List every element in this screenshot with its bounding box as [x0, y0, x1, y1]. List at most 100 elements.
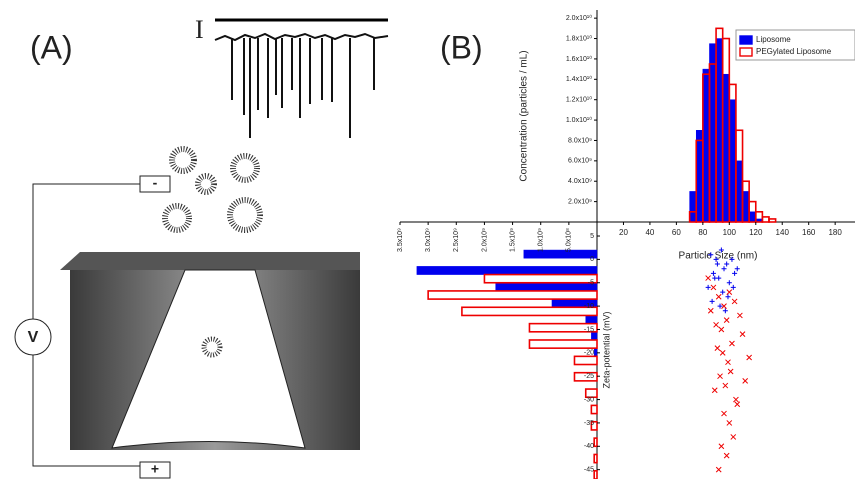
y-tick-label: -40	[584, 443, 594, 450]
point	[732, 270, 738, 276]
point	[712, 275, 718, 281]
y-tick-label: -20	[584, 350, 594, 357]
bar	[748, 211, 757, 223]
point	[737, 312, 743, 319]
x-tick-label: 3.0x10⁹	[425, 228, 432, 252]
bar	[573, 371, 598, 382]
x-tick-label: 60	[672, 228, 681, 237]
bar	[593, 453, 598, 464]
bar	[735, 160, 743, 223]
point	[742, 378, 749, 384]
y-tick-label: 1.2x10¹⁰	[566, 96, 592, 104]
point	[718, 443, 725, 450]
y-axis-title: Zeta-potential (mV)	[601, 311, 611, 388]
x-tick-label: 2.5x10⁹	[453, 228, 460, 252]
bar	[761, 216, 770, 223]
point	[725, 294, 731, 300]
nanopore	[111, 269, 306, 449]
legend-label: PEGylated Liposome	[756, 47, 832, 56]
y-tick-label: 8.0x10⁹	[568, 137, 592, 144]
point	[715, 466, 722, 473]
point	[709, 298, 715, 304]
legend-swatch	[739, 35, 753, 45]
membrane-top	[60, 252, 360, 270]
point	[711, 387, 718, 394]
point	[718, 326, 725, 333]
point	[721, 266, 727, 272]
bar	[689, 191, 697, 223]
bar	[709, 43, 717, 223]
x-tick-label: 40	[645, 228, 654, 237]
point	[726, 420, 733, 426]
x-tick-label: 1.0x10⁹	[538, 228, 545, 252]
y-tick-label: -25	[584, 373, 594, 380]
x-tick-label: 1.5x10⁹	[509, 228, 516, 252]
point	[729, 340, 735, 347]
y-tick-label: 1.6x10¹⁰	[566, 55, 592, 63]
y-tick-label: 0	[590, 256, 594, 263]
x-axis-title: Particle Size (nm)	[679, 251, 758, 262]
point	[713, 256, 719, 262]
y-tick-label: 1.0x10¹⁰	[566, 116, 592, 124]
y-tick-label: -35	[584, 420, 594, 427]
point	[717, 303, 723, 309]
point	[719, 349, 726, 356]
point	[727, 368, 734, 375]
bar	[768, 218, 777, 223]
bar	[722, 73, 730, 223]
x-tick-label: 80	[698, 228, 707, 237]
point	[733, 396, 739, 403]
x-tick-label: 180	[828, 228, 842, 237]
point	[734, 266, 740, 272]
bar	[742, 191, 750, 223]
legend-box	[735, 29, 855, 61]
point	[724, 261, 730, 267]
bar	[495, 282, 598, 292]
point	[715, 293, 722, 300]
point	[726, 280, 732, 286]
point	[730, 284, 736, 290]
point	[705, 275, 711, 281]
panel-label: (B)	[440, 29, 483, 65]
point	[723, 452, 730, 459]
bar	[590, 404, 598, 415]
legend-label: Liposome	[756, 35, 791, 44]
bar	[702, 68, 710, 223]
point	[714, 261, 720, 267]
y-axis-title: Concentration (particles / mL)	[519, 50, 530, 181]
x-tick-label: 5.0x10⁸	[566, 228, 573, 252]
point	[746, 354, 753, 361]
bar	[585, 315, 598, 324]
point	[729, 256, 735, 262]
circuit	[14, 175, 171, 479]
point	[720, 289, 726, 295]
bar	[695, 130, 704, 223]
electrode-negative: -	[153, 175, 158, 191]
point	[722, 308, 728, 314]
bar	[483, 273, 598, 284]
point	[718, 247, 724, 253]
bar	[523, 249, 598, 259]
electrode-positive: +	[151, 461, 159, 477]
bar	[461, 306, 598, 317]
x-tick-label: 140	[776, 228, 790, 237]
point	[726, 289, 733, 295]
bar	[715, 38, 723, 223]
liposome-in-pore	[201, 336, 223, 358]
bar	[593, 470, 598, 480]
point	[739, 331, 746, 337]
y-tick-label: 4.0x10⁹	[568, 178, 592, 185]
point	[721, 410, 727, 417]
point	[717, 373, 723, 380]
bar	[528, 322, 598, 333]
point	[721, 303, 727, 309]
point	[708, 252, 714, 258]
point	[722, 382, 729, 389]
point	[707, 307, 714, 314]
bar	[528, 339, 598, 349]
y-tick-label: 2.0x10¹⁰	[566, 14, 592, 22]
x-tick-label: 3.5x10⁹	[397, 228, 404, 252]
x-tick-label: 100	[723, 228, 737, 237]
bar	[427, 290, 598, 300]
x-tick-label: 2.0x10⁹	[481, 228, 488, 252]
